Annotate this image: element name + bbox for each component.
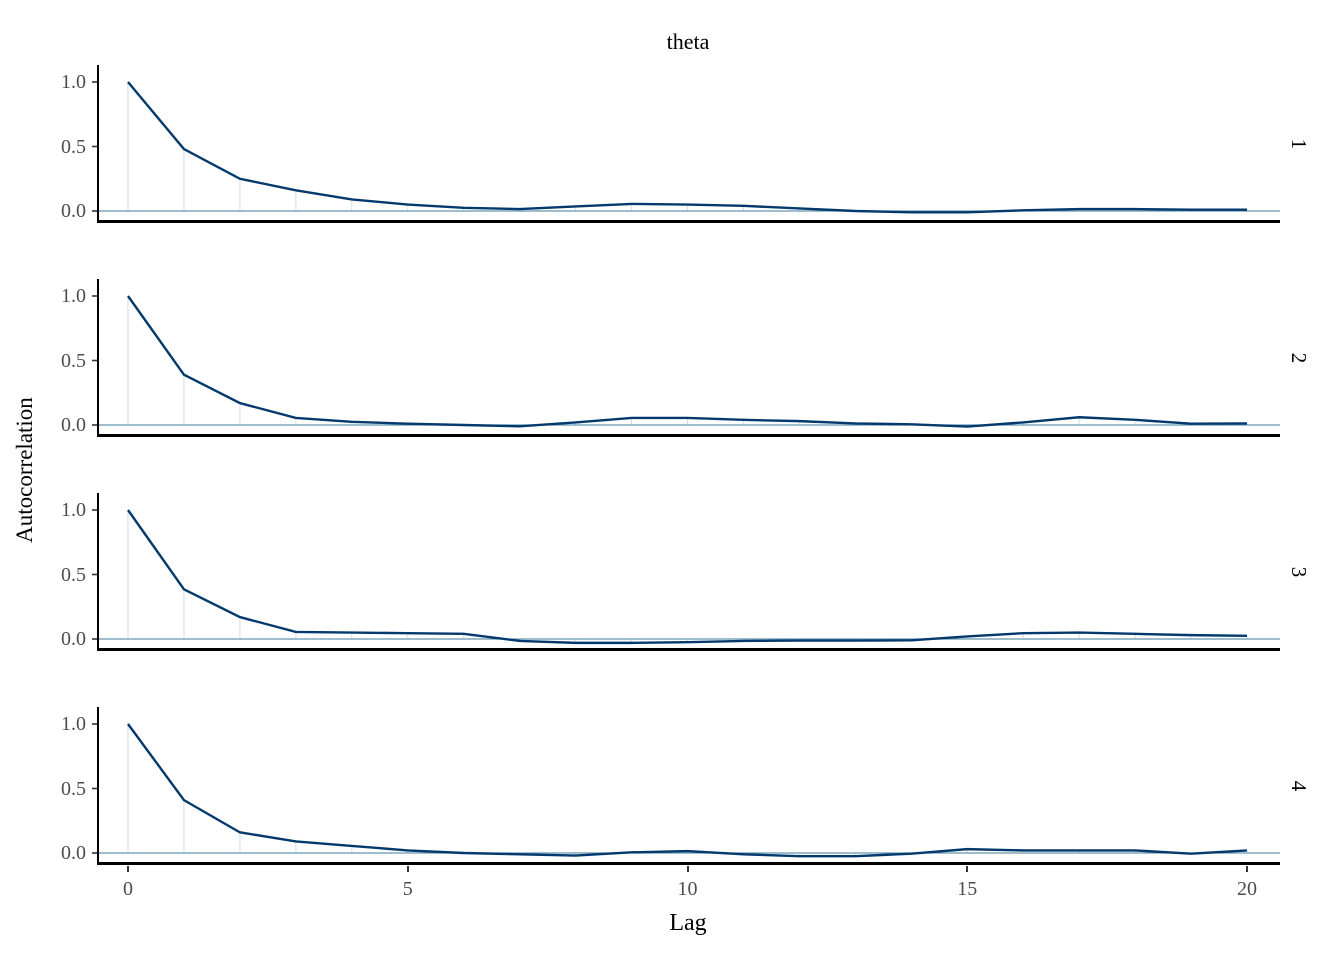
facet-strip-label: 4 bbox=[1287, 780, 1311, 792]
y-tick-label: 1.0 bbox=[61, 71, 86, 93]
acf-panel-chain-1 bbox=[90, 65, 1286, 225]
y-tick-label: 0.5 bbox=[61, 349, 86, 372]
x-tick-mark bbox=[686, 866, 689, 872]
acf-panel-chain-4 bbox=[90, 707, 1286, 867]
acf-line bbox=[127, 81, 1247, 214]
y-tick-label: 0.0 bbox=[61, 414, 86, 436]
x-tick-mark bbox=[127, 866, 129, 872]
y-tick-label: 0.5 bbox=[61, 777, 86, 800]
x-tick-label: 20 bbox=[1237, 878, 1257, 900]
y-tick-label: 0.0 bbox=[61, 842, 86, 864]
acf-panel-chain-3 bbox=[90, 493, 1286, 653]
y-tick-label: 0.0 bbox=[61, 200, 86, 222]
x-tick-label: 10 bbox=[677, 878, 698, 900]
x-tick-label: 15 bbox=[957, 878, 978, 900]
acf-line bbox=[127, 723, 1248, 858]
acf-panel-canvas bbox=[92, 65, 1280, 223]
y-tick-label: 1.0 bbox=[61, 499, 86, 521]
y-tick-label: 0.5 bbox=[61, 135, 86, 158]
x-tick-mark bbox=[406, 866, 409, 872]
plot-title: theta bbox=[666, 29, 710, 54]
acf-panel-canvas bbox=[92, 707, 1280, 865]
y-tick-label: 0.0 bbox=[61, 628, 86, 650]
y-tick-label: 1.0 bbox=[61, 713, 86, 735]
y-axis-title: Autocorrelation bbox=[12, 397, 37, 543]
x-tick-label: 5 bbox=[402, 878, 413, 900]
acf-line bbox=[127, 509, 1248, 645]
acf-panel-chain-2 bbox=[90, 279, 1286, 439]
x-tick-mark bbox=[966, 866, 969, 872]
facet-strip-label: 1 bbox=[1287, 138, 1311, 150]
x-axis-title: Lag bbox=[669, 910, 707, 936]
facet-strip-label: 3 bbox=[1287, 566, 1311, 578]
x-tick-mark bbox=[1246, 866, 1248, 872]
acf-panel-canvas bbox=[92, 279, 1280, 437]
x-tick-label: 0 bbox=[123, 878, 133, 900]
acf-panel-canvas bbox=[92, 493, 1280, 651]
y-tick-label: 1.0 bbox=[61, 285, 86, 307]
acf-line bbox=[127, 295, 1248, 428]
facet-strip-label: 2 bbox=[1287, 352, 1311, 364]
y-tick-label: 0.5 bbox=[61, 563, 86, 586]
